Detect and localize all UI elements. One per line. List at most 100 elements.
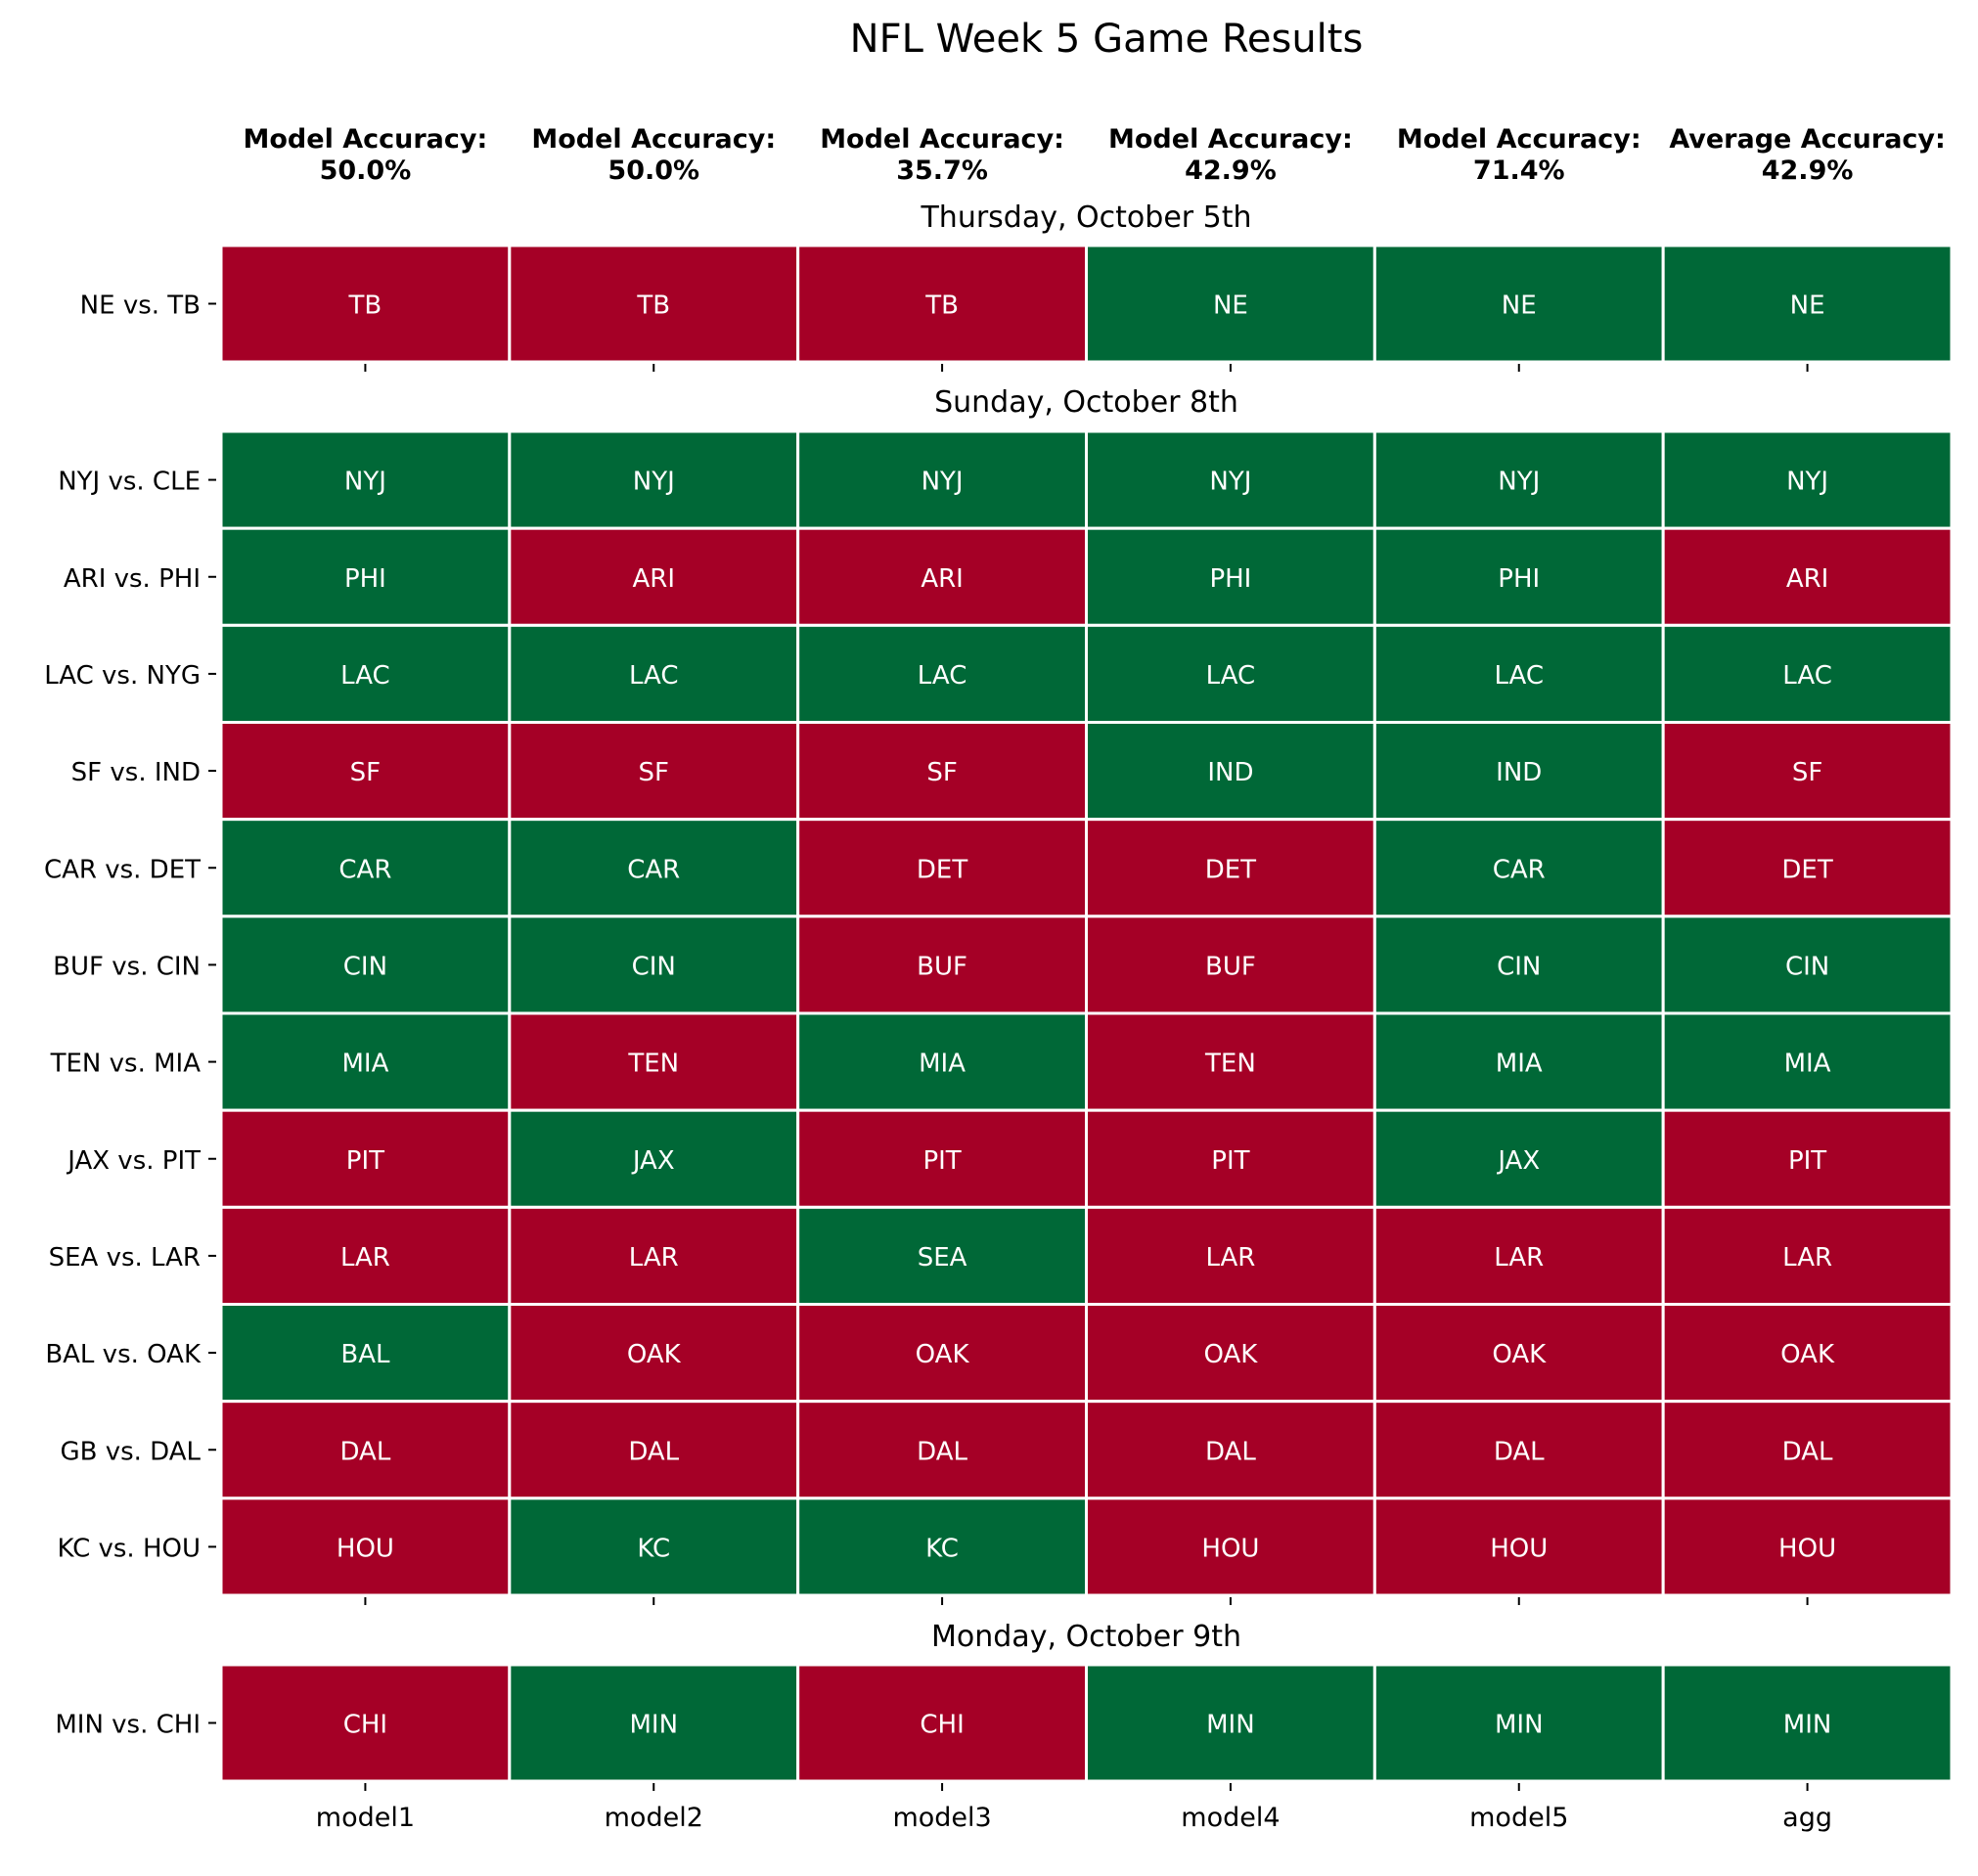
cell-label: OAK	[1492, 1340, 1547, 1369]
cell-label: OAK	[1780, 1340, 1835, 1369]
heatmap-cell	[796, 818, 1089, 918]
cell-label: NE	[1502, 291, 1537, 321]
accuracy-value: 50.0%	[607, 156, 699, 186]
cell-label: PIT	[1788, 1146, 1826, 1176]
heatmap-cell	[1661, 1663, 1954, 1783]
heatmap-cell	[219, 1496, 512, 1597]
x-axis-labels: model1 model2 model3 model4 model5 agg	[316, 1803, 1832, 1833]
heatmap-cell	[508, 818, 800, 918]
row-label: BAL vs. OAK	[45, 1340, 202, 1369]
accuracy-label: Model Accuracy:	[820, 124, 1064, 155]
heatmap-cell	[1085, 1303, 1376, 1404]
heatmap-cell	[508, 244, 800, 364]
cell-label: PIT	[1211, 1146, 1249, 1176]
cell-label: SF	[926, 758, 957, 787]
heatmap-cell	[1661, 1011, 1954, 1112]
cell-label: DAL	[1494, 1437, 1545, 1466]
heatmap-cell	[219, 429, 512, 530]
cell-label: MIA	[1496, 1050, 1543, 1079]
heatmap-cell	[1372, 429, 1665, 530]
cell-label: CAR	[627, 855, 680, 884]
heatmap-cell	[796, 1663, 1089, 1783]
row-label: SEA vs. LAR	[49, 1243, 201, 1273]
cell-label: NYJ	[1498, 468, 1540, 497]
section-2: Monday, October 9th MIN vs. CHI CHI MIN CHI M…	[55, 1620, 1954, 1791]
heatmap-cell	[1661, 818, 1954, 918]
heatmap-cell	[508, 1303, 800, 1404]
cell-label: CIN	[1785, 952, 1829, 981]
cell-label: NYJ	[344, 468, 386, 497]
cell-label: CHI	[920, 1711, 964, 1740]
heatmap-cell	[796, 1205, 1089, 1307]
cell-label: DET	[1781, 855, 1832, 884]
cell-label: MIA	[919, 1050, 966, 1079]
heatmap-cell	[796, 1011, 1089, 1112]
x-tick-label: agg	[1782, 1803, 1832, 1833]
cell-label: NYJ	[1786, 468, 1828, 497]
row-label: ARI vs. PHI	[64, 564, 201, 594]
heatmap-sections: Thursday, October 5th NE vs. TB TB TB TB NE NE…	[44, 201, 1954, 1791]
cell-label: MIN	[1783, 1711, 1832, 1740]
cell-label: IND	[1496, 758, 1542, 787]
x-tick-label: model3	[892, 1803, 991, 1833]
cell-label: DET	[1205, 855, 1256, 884]
row-label: BUF vs. CIN	[53, 952, 201, 981]
cell-label: NYJ	[633, 468, 675, 497]
cell-label: TB	[348, 291, 382, 321]
cell-label: BUF	[917, 952, 967, 981]
x-tick-label: model2	[605, 1803, 703, 1833]
cell-label: LAC	[1494, 661, 1544, 691]
heatmap-cell	[1661, 915, 1954, 1015]
cell-label: ARI	[1786, 564, 1829, 594]
heatmap-cell	[1661, 623, 1954, 724]
cell-label: LAC	[1782, 661, 1832, 691]
heatmap-cell	[1661, 1303, 1954, 1404]
cell-label: MIA	[1784, 1050, 1831, 1079]
accuracy-label: Average Accuracy:	[1669, 124, 1946, 155]
section-title: Sunday, October 8th	[934, 385, 1238, 420]
cell-label: PHI	[1209, 564, 1251, 594]
heatmap-cell	[508, 429, 800, 530]
row-label: MIN vs. CHI	[55, 1711, 201, 1740]
cell-label: NYJ	[922, 468, 964, 497]
row-label: LAC vs. NYG	[44, 661, 201, 691]
cell-label: OAK	[916, 1340, 970, 1369]
cell-label: LAR	[1782, 1243, 1832, 1273]
heatmap-cell	[1085, 1663, 1376, 1783]
cell-label: HOU	[337, 1534, 394, 1563]
row-label: NYJ vs. CLE	[58, 468, 201, 497]
cell-label: LAC	[1206, 661, 1256, 691]
cell-label: MIA	[341, 1050, 388, 1079]
cell-label: KC	[637, 1534, 670, 1563]
cell-label: ARI	[632, 564, 675, 594]
cell-label: NE	[1213, 291, 1248, 321]
cell-label: HOU	[1201, 1534, 1259, 1563]
heatmap-cell	[1372, 1303, 1665, 1404]
heatmap-cell	[796, 244, 1089, 364]
accuracy-label: Model Accuracy:	[244, 124, 488, 155]
accuracy-value: 71.4%	[1473, 156, 1565, 186]
cell-label: SEA	[918, 1243, 967, 1273]
cell-label: LAR	[1494, 1243, 1544, 1273]
cell-label: DAL	[1205, 1437, 1256, 1466]
cell-label: ARI	[921, 564, 964, 594]
cell-label: PHI	[1498, 564, 1540, 594]
cell-label: SF	[639, 758, 669, 787]
heatmap-cell	[796, 1108, 1089, 1209]
x-tick-label: model5	[1469, 1803, 1568, 1833]
heatmap-cell	[508, 1663, 800, 1783]
cell-label: TEN	[1204, 1050, 1256, 1079]
chart-title: NFL Week 5 Game Results	[850, 17, 1364, 62]
cell-label: HOU	[1490, 1534, 1548, 1563]
cell-label: LAC	[629, 661, 679, 691]
heatmap-cell	[796, 1400, 1089, 1500]
row-label: KC vs. HOU	[57, 1534, 201, 1563]
heatmap-cell	[796, 721, 1089, 822]
heatmap-cell	[796, 623, 1089, 724]
cell-label: MIN	[629, 1711, 678, 1740]
heatmap-cell	[508, 1205, 800, 1307]
section-title: Monday, October 9th	[931, 1620, 1241, 1654]
cell-label: MIN	[1206, 1711, 1255, 1740]
heatmap-cell	[508, 623, 800, 724]
heatmap-cell	[796, 915, 1089, 1015]
